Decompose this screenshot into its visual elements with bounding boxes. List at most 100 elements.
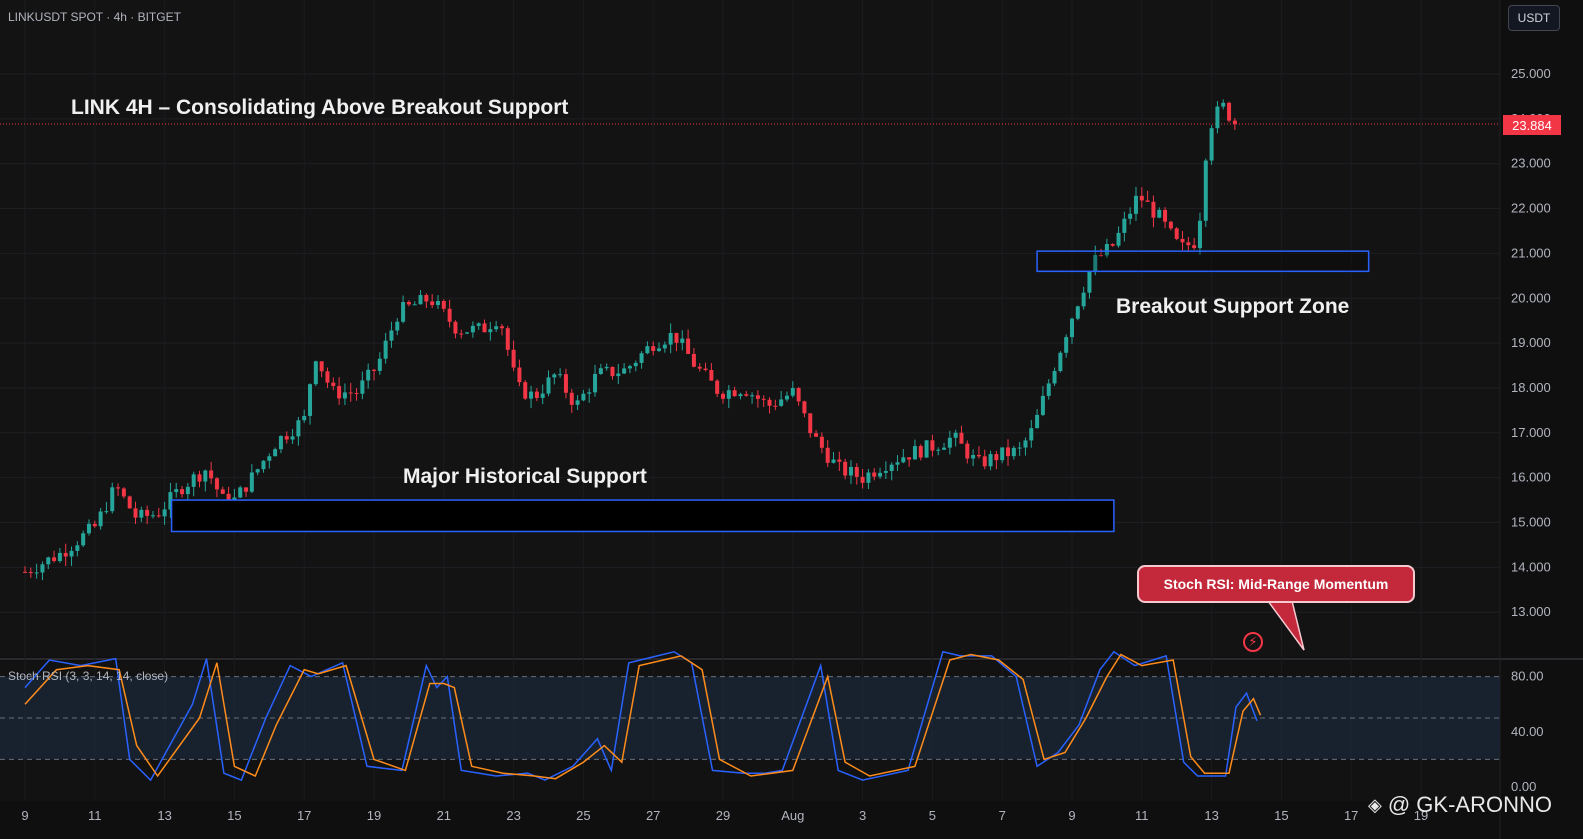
candle	[244, 487, 249, 492]
candle	[185, 486, 190, 495]
candle	[1052, 371, 1057, 384]
candle	[453, 321, 458, 334]
candle	[267, 456, 272, 461]
candle	[28, 571, 33, 573]
candle	[1163, 209, 1168, 222]
candle	[645, 346, 650, 354]
candle	[418, 295, 423, 305]
y-tick-label: 13.000	[1511, 604, 1551, 619]
x-tick-label: 15	[1274, 808, 1288, 823]
candle	[1133, 195, 1138, 214]
y-tick-label: 16.000	[1511, 470, 1551, 485]
x-tick-label: 15	[227, 808, 241, 823]
candle	[1023, 440, 1028, 448]
candle	[511, 349, 516, 368]
candle	[180, 489, 185, 495]
candle	[971, 455, 976, 459]
y-tick-label: 14.000	[1511, 559, 1551, 574]
x-tick-label: 29	[716, 808, 730, 823]
candle	[162, 509, 167, 517]
candle	[1227, 102, 1232, 121]
candle	[604, 366, 609, 369]
y-tick-label: 17.000	[1511, 425, 1551, 440]
candle	[691, 353, 696, 367]
candle	[1197, 220, 1202, 249]
candle	[779, 399, 784, 406]
candle	[581, 393, 586, 401]
candle	[918, 446, 923, 458]
candle	[819, 436, 824, 448]
x-tick-label: 17	[1344, 808, 1358, 823]
candle	[790, 388, 795, 396]
candle	[796, 388, 801, 402]
candle	[121, 488, 126, 497]
x-tick-label: 27	[646, 808, 660, 823]
candle	[843, 461, 848, 476]
candle	[1145, 200, 1150, 202]
candle	[558, 374, 563, 376]
candle	[622, 368, 627, 374]
candle	[412, 304, 417, 306]
currency-button[interactable]: USDT	[1508, 5, 1560, 31]
candle	[81, 533, 86, 546]
candle	[476, 323, 481, 326]
candle	[302, 415, 307, 421]
candle	[383, 340, 388, 359]
candle	[1215, 106, 1220, 129]
candle	[837, 459, 842, 462]
candle	[750, 395, 755, 397]
candle	[1232, 120, 1237, 125]
candle	[854, 467, 859, 477]
candle	[982, 456, 987, 467]
historical-support-label: Major Historical Support	[403, 465, 647, 488]
candle	[668, 332, 673, 345]
candle	[110, 487, 115, 512]
candle	[767, 399, 772, 406]
candle	[430, 301, 435, 306]
candle	[761, 398, 766, 400]
candle	[616, 373, 621, 377]
candle	[697, 366, 702, 369]
candle	[1122, 218, 1127, 233]
candle	[63, 552, 68, 557]
candle	[529, 391, 534, 399]
candle	[40, 564, 45, 573]
candle	[895, 462, 900, 465]
candle	[593, 373, 598, 393]
candle	[278, 436, 283, 450]
candle	[1168, 221, 1173, 229]
candle	[610, 366, 615, 377]
candle	[901, 457, 906, 463]
candle	[290, 436, 295, 440]
candle	[889, 464, 894, 471]
candle	[965, 443, 970, 459]
watermark-text: @ GK-ARONNO	[1387, 792, 1552, 817]
candle	[337, 386, 342, 399]
x-tick-label: Aug	[781, 808, 804, 823]
candle	[936, 449, 941, 451]
candle	[732, 390, 737, 397]
candle	[1035, 414, 1040, 429]
candle	[639, 353, 644, 363]
candle	[755, 395, 760, 399]
candle	[435, 301, 440, 306]
candle	[703, 368, 708, 371]
candle	[249, 472, 254, 492]
candle	[988, 454, 993, 467]
candle	[872, 472, 877, 477]
candle	[214, 478, 219, 490]
candle	[133, 508, 138, 518]
candle	[726, 390, 731, 399]
candle	[505, 328, 510, 350]
candle	[1093, 255, 1098, 272]
candle	[116, 487, 121, 489]
y-tick-label: 15.000	[1511, 515, 1551, 530]
candle	[784, 395, 789, 400]
indicator-label[interactable]: Stoch RSI (3, 3, 14, 14, close)	[8, 669, 169, 683]
candle	[1128, 213, 1133, 219]
lightning-icon[interactable]: ⚡	[1243, 632, 1263, 652]
candle	[395, 321, 400, 331]
candle	[389, 330, 394, 341]
candle	[1064, 337, 1069, 353]
